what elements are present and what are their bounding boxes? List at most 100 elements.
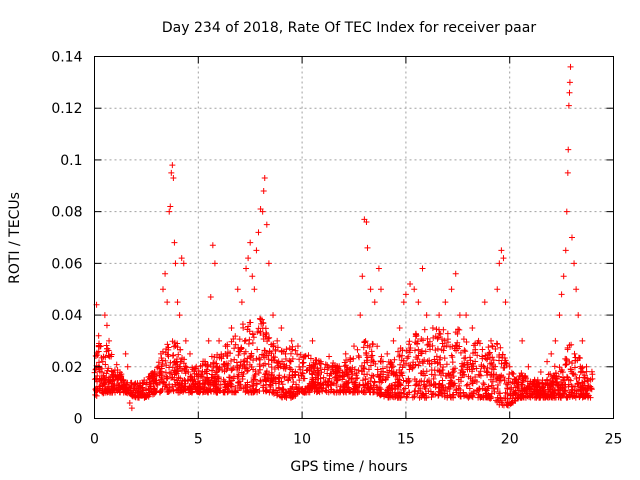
data-point (122, 387, 129, 394)
data-point (273, 359, 280, 366)
data-point (199, 368, 206, 375)
data-point (496, 373, 503, 380)
data-point (445, 383, 452, 390)
data-point (272, 376, 279, 383)
data-point (347, 354, 354, 361)
data-point (213, 360, 220, 367)
data-point (200, 358, 207, 365)
data-point (106, 337, 113, 344)
data-point (572, 357, 579, 364)
data-point (423, 312, 430, 319)
data-point (534, 387, 541, 394)
data-point (124, 363, 131, 370)
data-point (492, 346, 499, 353)
data-point (299, 370, 306, 377)
data-point (496, 353, 503, 360)
data-point (306, 362, 313, 369)
data-point (499, 401, 506, 408)
data-point (157, 389, 164, 396)
data-point (457, 349, 464, 356)
data-point (477, 372, 484, 379)
data-point (349, 370, 356, 377)
data-point (477, 394, 484, 401)
data-point (365, 366, 372, 373)
chart-title: Day 234 of 2018, Rate Of TEC Index for r… (162, 20, 536, 36)
data-point (236, 365, 243, 372)
data-point (519, 337, 526, 344)
data-point (511, 397, 518, 404)
data-point (362, 375, 369, 382)
data-point (434, 360, 441, 367)
data-point (299, 363, 306, 370)
data-point (460, 336, 467, 343)
data-point (419, 360, 426, 367)
data-point (255, 229, 262, 236)
data-point (94, 378, 101, 385)
data-point (479, 346, 486, 353)
data-point (434, 345, 441, 352)
data-point (361, 339, 368, 346)
data-point (230, 389, 237, 396)
data-point (309, 384, 316, 391)
data-point (343, 389, 350, 396)
data-point (422, 383, 429, 390)
data-point (452, 270, 459, 277)
data-point (464, 361, 471, 368)
data-point (202, 361, 209, 368)
data-point (403, 394, 410, 401)
data-point (369, 352, 376, 359)
data-point (519, 373, 526, 380)
data-point (236, 336, 243, 343)
data-point (378, 390, 385, 397)
data-point (341, 381, 348, 388)
data-point (353, 375, 360, 382)
data-point (549, 379, 556, 386)
data-point (159, 378, 166, 385)
data-point (509, 370, 516, 377)
data-point (374, 390, 381, 397)
data-point (572, 371, 579, 378)
data-point (396, 381, 403, 388)
data-point (406, 361, 413, 368)
data-point (456, 382, 463, 389)
data-point (299, 385, 306, 392)
data-point (360, 388, 367, 395)
x-tick-label: 0 (90, 432, 99, 448)
data-point (164, 351, 171, 358)
data-point (197, 363, 204, 370)
data-point (334, 377, 341, 384)
data-point (220, 376, 227, 383)
data-point (457, 393, 464, 400)
data-point (155, 359, 162, 366)
data-point (100, 390, 107, 397)
data-point (272, 354, 279, 361)
data-point (205, 337, 212, 344)
data-point (403, 393, 410, 400)
data-point (94, 372, 101, 379)
data-point (493, 340, 500, 347)
data-point (413, 354, 420, 361)
data-point (475, 337, 482, 344)
data-point (250, 334, 257, 341)
data-point (355, 352, 362, 359)
data-point (550, 382, 557, 389)
data-point (376, 373, 383, 380)
data-point (266, 334, 273, 341)
data-point (246, 354, 253, 361)
data-point (406, 338, 413, 345)
data-point (388, 385, 395, 392)
data-points (91, 63, 596, 412)
data-point (312, 376, 319, 383)
data-point (249, 382, 256, 389)
data-point (92, 386, 99, 393)
data-point (117, 389, 124, 396)
data-point (246, 336, 253, 343)
data-point (399, 364, 406, 371)
data-point (287, 358, 294, 365)
data-point (556, 312, 563, 319)
data-point (331, 374, 338, 381)
data-point (231, 356, 238, 363)
data-point (241, 350, 248, 357)
data-point (474, 352, 481, 359)
